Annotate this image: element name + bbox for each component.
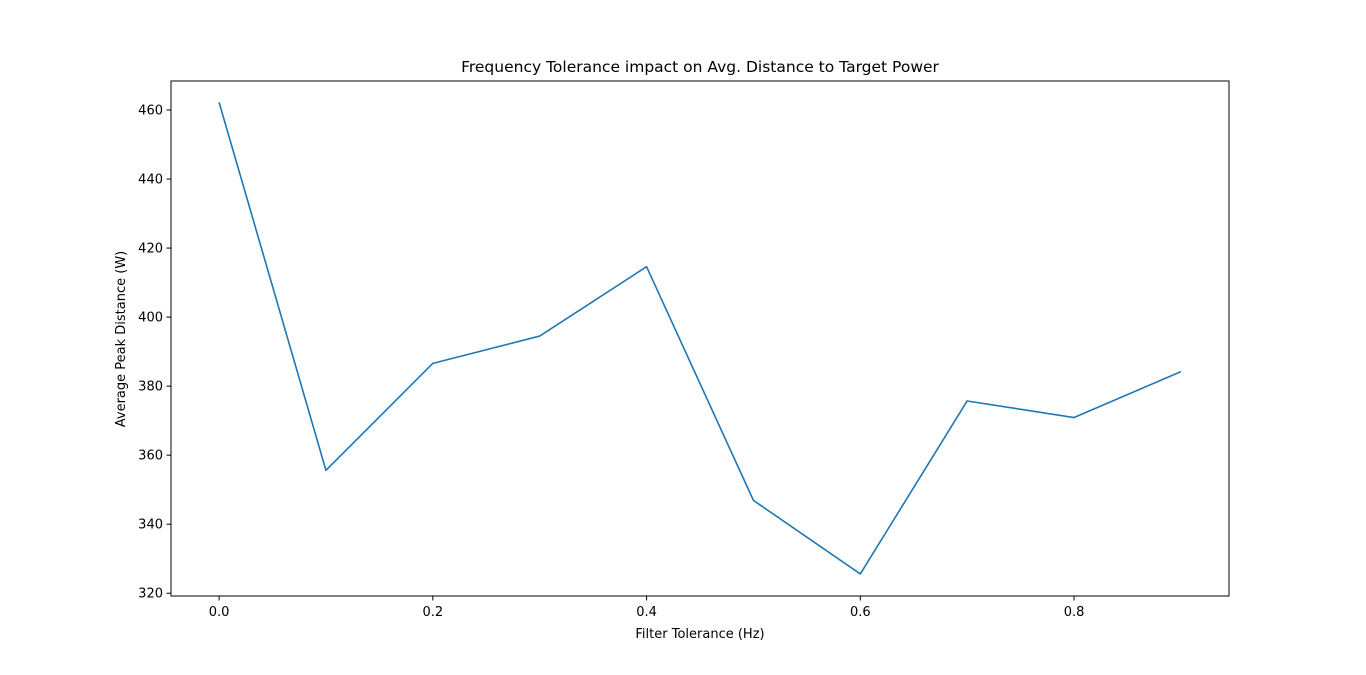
y-axis-ticks: 320 340 360 380 400 420 440 460: [138, 103, 171, 602]
y-tick-label: 400: [138, 311, 163, 326]
plot-frame: [170, 80, 1230, 597]
plot-area: [170, 80, 1230, 597]
x-tick-label: 0.0: [209, 605, 230, 620]
series-line-0: [218, 102, 1182, 575]
x-tick-label: 0.8: [1064, 605, 1085, 620]
x-axis-ticks: 0.0 0.2 0.4 0.6 0.8: [209, 596, 1085, 620]
y-tick-label: 340: [138, 518, 163, 533]
y-axis-label: Average Peak Distance (W): [114, 251, 129, 428]
x-tick-label: 0.6: [850, 605, 871, 620]
y-tick-label: 360: [138, 449, 163, 464]
y-tick-label: 440: [138, 173, 163, 188]
x-tick-label: 0.2: [422, 605, 443, 620]
y-tick-label: 320: [138, 587, 163, 602]
y-tick-label: 380: [138, 380, 163, 395]
y-tick-label: 420: [138, 242, 163, 257]
x-tick-label: 0.4: [636, 605, 657, 620]
x-axis-label: Filter Tolerance (Hz): [635, 627, 764, 642]
chart-title: Frequency Tolerance impact on Avg. Dista…: [461, 58, 939, 76]
y-tick-label: 460: [138, 103, 163, 118]
